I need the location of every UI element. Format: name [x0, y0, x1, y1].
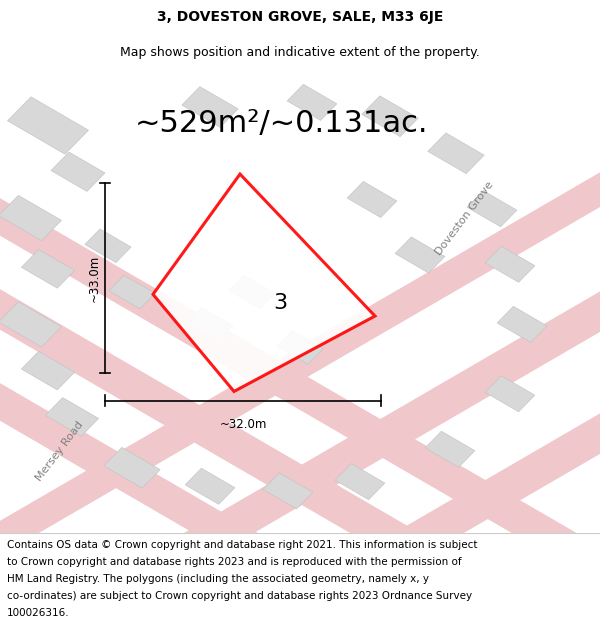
Text: 100026316.: 100026316. [7, 608, 70, 618]
Polygon shape [0, 302, 61, 347]
Polygon shape [263, 473, 313, 509]
Text: co-ordinates) are subject to Crown copyright and database rights 2023 Ordnance S: co-ordinates) are subject to Crown copyr… [7, 591, 472, 601]
Polygon shape [22, 351, 74, 390]
Polygon shape [0, 188, 600, 595]
Polygon shape [485, 376, 535, 412]
Polygon shape [153, 174, 375, 391]
Polygon shape [395, 237, 445, 273]
Polygon shape [425, 431, 475, 468]
Text: HM Land Registry. The polygons (including the associated geometry, namely x, y: HM Land Registry. The polygons (includin… [7, 574, 429, 584]
Polygon shape [85, 229, 131, 262]
Text: ~32.0m: ~32.0m [220, 418, 266, 431]
Polygon shape [0, 196, 61, 241]
Text: Contains OS data © Crown copyright and database right 2021. This information is : Contains OS data © Crown copyright and d… [7, 540, 478, 550]
Text: 3, DOVESTON GROVE, SALE, M33 6JE: 3, DOVESTON GROVE, SALE, M33 6JE [157, 11, 443, 24]
Polygon shape [182, 87, 238, 128]
Polygon shape [104, 448, 160, 488]
Polygon shape [185, 468, 235, 504]
Text: Mersey Road: Mersey Road [34, 420, 86, 483]
Polygon shape [187, 308, 233, 341]
Text: 3: 3 [274, 293, 287, 313]
Polygon shape [0, 279, 600, 625]
Polygon shape [229, 275, 275, 309]
Text: ~529m²/~0.131ac.: ~529m²/~0.131ac. [135, 109, 429, 138]
Polygon shape [287, 84, 337, 121]
Text: ~33.0m: ~33.0m [88, 254, 101, 302]
Polygon shape [485, 246, 535, 282]
Polygon shape [377, 34, 600, 569]
Polygon shape [22, 249, 74, 288]
Text: Map shows position and indicative extent of the property.: Map shows position and indicative extent… [120, 46, 480, 59]
Text: Doveston Grove: Doveston Grove [434, 179, 496, 257]
Polygon shape [347, 181, 397, 218]
Polygon shape [362, 96, 418, 137]
Polygon shape [0, 372, 600, 625]
Polygon shape [467, 191, 517, 227]
Polygon shape [497, 306, 547, 343]
Polygon shape [51, 152, 105, 191]
Polygon shape [277, 331, 323, 364]
Polygon shape [167, 34, 600, 569]
Polygon shape [428, 133, 484, 174]
Polygon shape [335, 464, 385, 499]
Polygon shape [46, 398, 98, 436]
Polygon shape [109, 275, 155, 309]
Polygon shape [0, 36, 600, 567]
Polygon shape [8, 97, 88, 154]
Text: to Crown copyright and database rights 2023 and is reproduced with the permissio: to Crown copyright and database rights 2… [7, 557, 462, 567]
